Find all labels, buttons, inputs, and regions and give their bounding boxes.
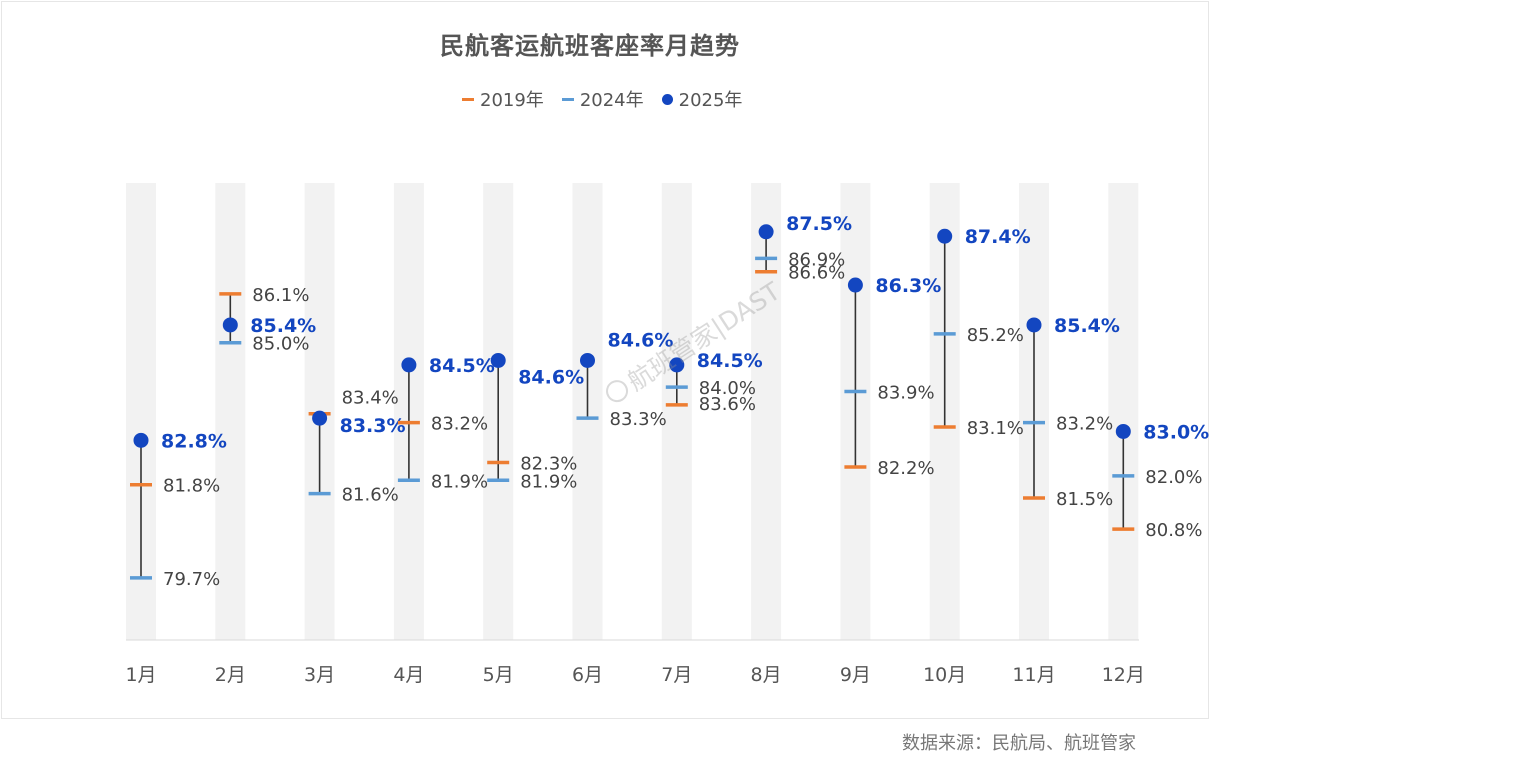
column-band (661, 183, 692, 640)
data-label-2019: 86.1% (252, 285, 309, 306)
data-label-2024: 81.6% (342, 485, 399, 506)
x-tick-label: 10月 (923, 664, 966, 686)
marker-2025 (1115, 423, 1131, 439)
legend-label-2019: 2019年 (480, 90, 544, 111)
data-label-2024: 83.2% (1056, 414, 1113, 435)
data-label-2019: 80.8% (1145, 520, 1202, 541)
source-note: 数据来源：民航局、航班管家 (902, 733, 1136, 754)
marker-2025 (758, 224, 774, 240)
data-label-2019: 83.4% (342, 388, 399, 409)
marker-2025 (937, 228, 953, 244)
x-tick-label: 4月 (393, 664, 424, 686)
data-label-2019: 81.5% (1056, 489, 1113, 510)
marker-2025 (847, 277, 863, 293)
data-label-2025: 84.5% (429, 355, 495, 377)
legend-label-2025: 2025年 (678, 90, 743, 111)
x-tick-label: 6月 (572, 664, 603, 686)
marker-2025 (580, 352, 595, 368)
data-label-2025: 87.4% (965, 226, 1031, 248)
data-label-2025: 83.3% (340, 415, 406, 437)
marker-2025 (401, 357, 417, 373)
column-band (215, 183, 246, 640)
marker-2025 (133, 432, 149, 448)
legend: 2019年 2024年 2025年 (462, 86, 742, 112)
data-label-2025: 84.6% (608, 329, 674, 351)
data-label-2025: 82.8% (161, 430, 227, 452)
legend-item-2019: 2019年 (462, 86, 544, 112)
x-tick-label: 12月 (1102, 664, 1145, 686)
data-label-2019: 86.6% (788, 263, 845, 284)
marker-2025 (669, 357, 685, 373)
data-label-2025: 85.4% (1054, 315, 1120, 337)
marker-2025 (1026, 317, 1042, 333)
data-label-2019: 82.2% (877, 458, 934, 479)
data-label-2024: 81.9% (431, 471, 488, 492)
data-label-2019: 83.2% (431, 414, 488, 435)
data-label-2025: 86.3% (875, 275, 941, 297)
legend-dot-2025-icon (661, 93, 673, 105)
data-label-2024: 81.9% (520, 471, 577, 492)
legend-dash-2024-icon (561, 97, 574, 101)
chart-title: 民航客运航班客座率月趋势 (440, 32, 740, 60)
data-label-2024: 82.0% (1145, 467, 1202, 488)
legend-item-2024: 2024年 (561, 86, 644, 112)
legend-item-2025: 2025年 (661, 86, 743, 112)
data-label-2025: 83.0% (1143, 421, 1209, 443)
x-tick-label: 2月 (215, 664, 246, 686)
data-label-2025: 87.5% (786, 213, 852, 235)
data-label-2025: 84.6% (518, 366, 584, 388)
column-band (1108, 183, 1139, 640)
x-tick-label: 3月 (304, 664, 335, 686)
data-label-2024: 85.0% (252, 334, 309, 355)
marker-2025 (490, 352, 506, 368)
marker-2025 (222, 317, 238, 333)
data-label-2024: 85.2% (967, 325, 1024, 346)
legend-dash-2019-icon (462, 97, 474, 101)
data-label-2024: 86.9% (788, 249, 845, 270)
data-label-2024: 83.3% (610, 409, 667, 430)
x-tick-label: 5月 (483, 664, 514, 686)
data-label-2019: 82.3% (520, 454, 577, 475)
x-tick-label: 11月 (1012, 664, 1055, 686)
data-label-2019: 83.6% (699, 394, 756, 415)
x-tick-label: 7月 (661, 664, 692, 686)
data-label-2024: 83.9% (877, 383, 934, 404)
x-tick-label: 1月 (125, 664, 156, 686)
data-label-2024: 79.7% (163, 569, 220, 590)
data-label-2019: 81.8% (163, 476, 220, 497)
x-tick-label: 9月 (840, 664, 871, 686)
data-label-2019: 83.1% (967, 418, 1024, 439)
x-tick-label: 8月 (751, 664, 782, 686)
data-label-2024: 84.0% (699, 378, 756, 399)
data-label-2025: 85.4% (250, 315, 316, 337)
data-label-2025: 84.5% (697, 350, 763, 372)
chart-frame (1, 1, 1209, 719)
marker-2025 (312, 410, 328, 426)
legend-label-2024: 2024年 (579, 90, 644, 111)
